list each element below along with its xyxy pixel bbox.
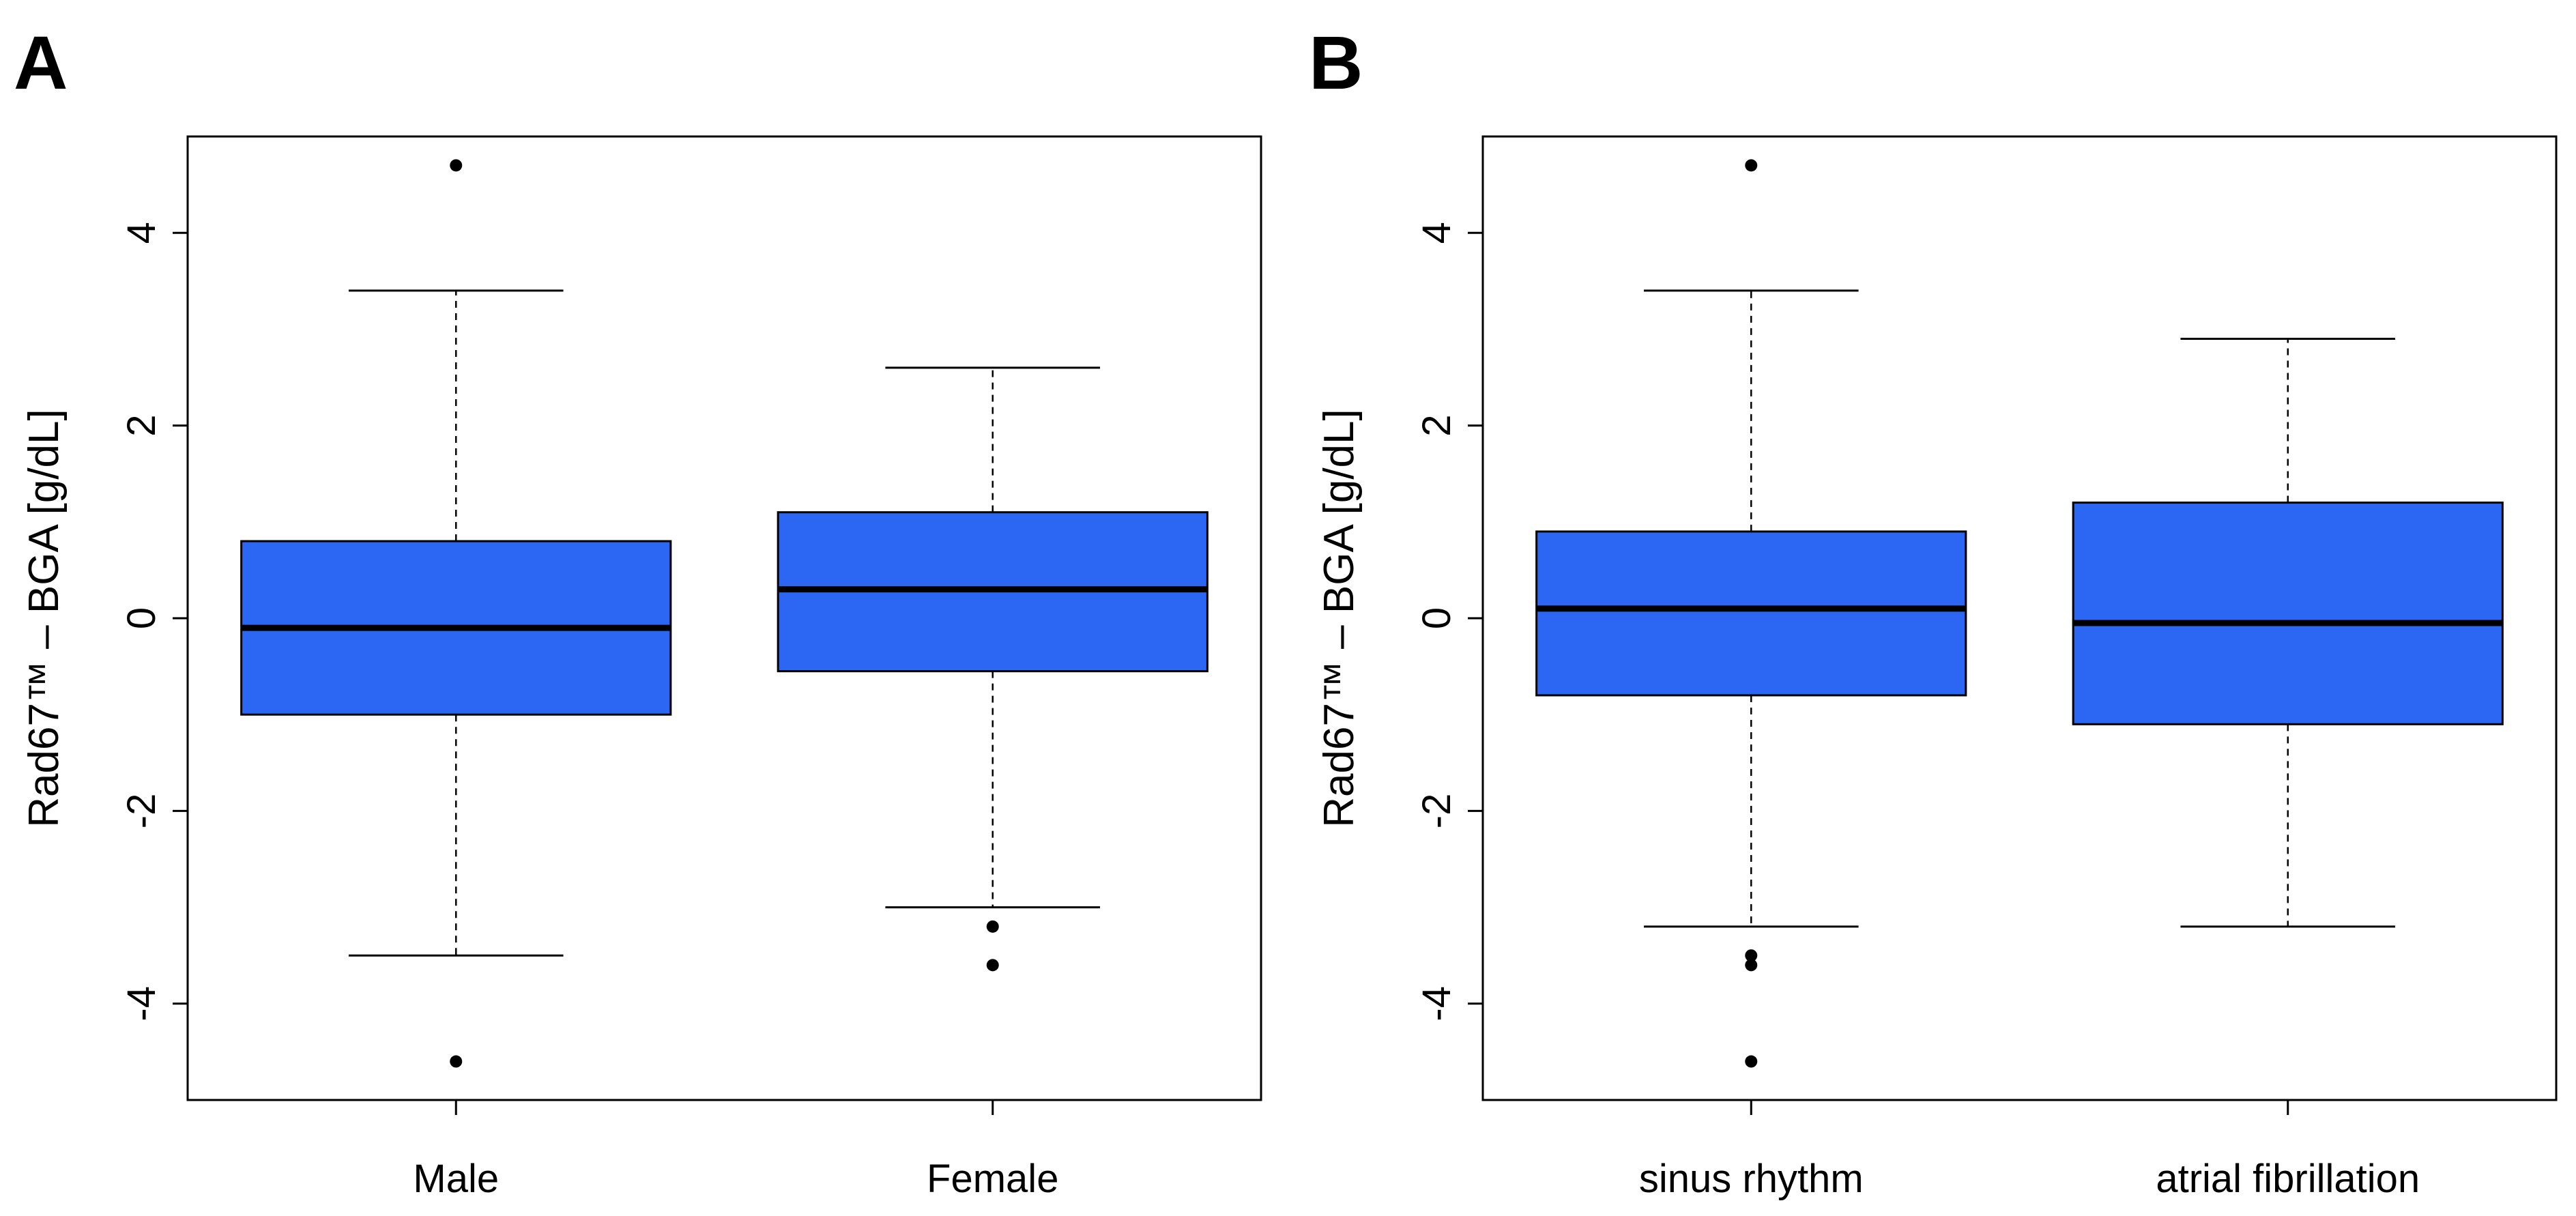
y-tick-label: -4: [119, 986, 164, 1022]
outlier-point: [450, 1055, 463, 1068]
x-tick-label: Female: [927, 1157, 1058, 1201]
box-iqr: [1535, 530, 1967, 697]
panel-letter: B: [1309, 21, 1363, 105]
y-tick-label: -4: [1415, 986, 1459, 1022]
outlier-point: [986, 959, 999, 972]
y-tick-label: -2: [119, 794, 164, 829]
y-tick-label: -2: [1415, 794, 1459, 829]
box-iqr: [2072, 502, 2504, 725]
x-tick-label: sinus rhythm: [1639, 1157, 1864, 1201]
panel-letter: A: [14, 21, 68, 105]
outlier-point: [1745, 1055, 1758, 1068]
x-tick-label: atrial fibrillation: [2156, 1157, 2420, 1201]
y-axis-label: Rad67™ – BGA [g/dL]: [1316, 409, 1363, 828]
panel-b: B -4 -2 0 2 4 Rad67™ – BGA [g/dL] sinus rhythm a…: [1309, 21, 2558, 1201]
x-tick-label: Male: [413, 1157, 499, 1201]
outlier-point: [1745, 959, 1758, 972]
y-tick-label: 4: [119, 222, 164, 244]
y-tick-label: 2: [119, 414, 164, 436]
y-axis-label: Rad67™ – BGA [g/dL]: [20, 409, 68, 828]
outlier-point: [450, 159, 463, 172]
outlier-point: [1745, 159, 1758, 172]
outlier-point: [986, 920, 999, 933]
y-tick-label: 2: [1415, 414, 1459, 436]
y-tick-label: 4: [1415, 222, 1459, 244]
outlier-point: [1745, 949, 1758, 962]
y-tick-label: 0: [1415, 607, 1459, 629]
y-tick-label: 0: [119, 607, 164, 629]
panel-a: A -4 -2 0 2 4 Rad67™ – BGA [g/dL] Male Female: [14, 21, 1262, 1201]
